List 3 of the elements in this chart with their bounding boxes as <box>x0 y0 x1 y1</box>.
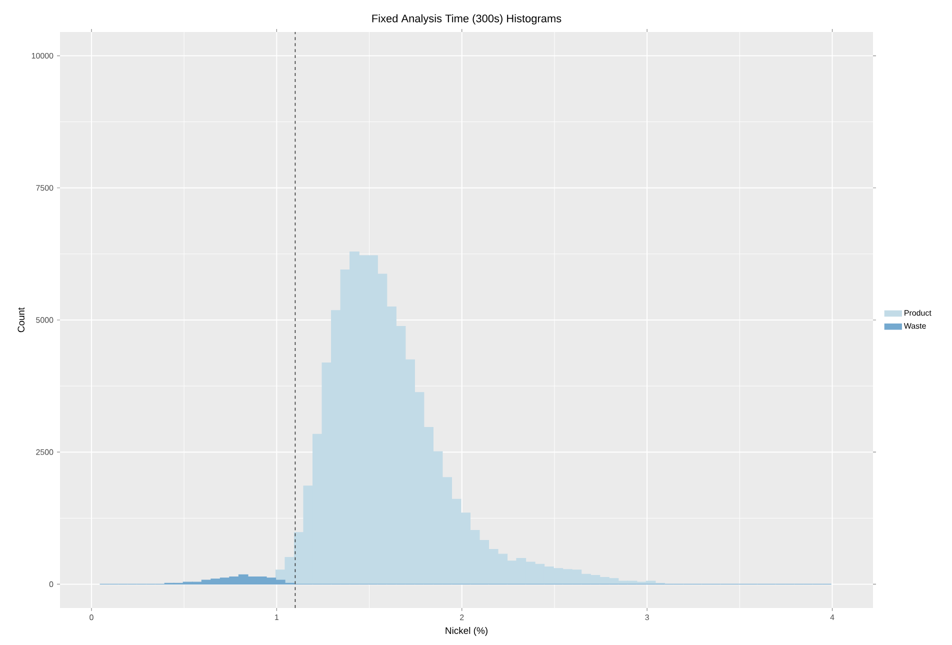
y-axis-title: Count <box>18 307 24 332</box>
chart-title: Fixed Analysis Time (300s) Histograms <box>372 14 562 24</box>
x-axis-title: Nickel (%) <box>446 627 488 636</box>
